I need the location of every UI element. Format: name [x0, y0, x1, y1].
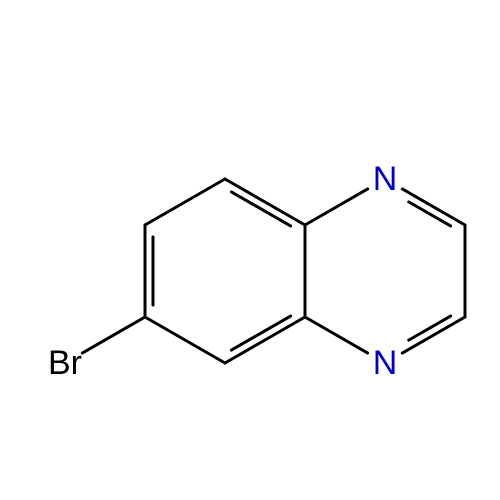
bond	[231, 192, 290, 226]
bond	[231, 316, 290, 350]
bond	[305, 317, 368, 353]
atom-label-br: Br	[48, 344, 82, 382]
atom-label-n: N	[373, 160, 398, 198]
bond	[225, 179, 305, 225]
bond	[145, 179, 225, 225]
molecule-diagram: Br N N	[0, 0, 500, 500]
bond	[82, 317, 145, 353]
bond	[402, 189, 465, 225]
bond	[145, 317, 225, 363]
bond	[402, 317, 465, 353]
atom-label-n: N	[373, 344, 398, 382]
bond	[305, 189, 368, 225]
bond	[225, 317, 305, 363]
